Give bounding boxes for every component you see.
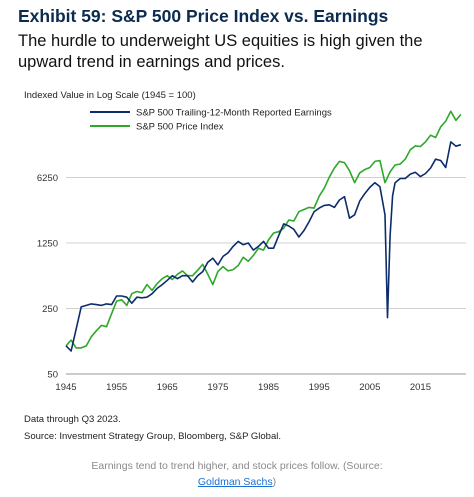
x-tick-label-2005: 2005 [359, 382, 380, 393]
y-tick-label-1250: 1250 [37, 239, 58, 250]
x-tick-label-1985: 1985 [258, 382, 279, 393]
legend-label-earnings: S&P 500 Trailing-12-Month Reported Earni… [136, 108, 332, 119]
y-axis-note: Indexed Value in Log Scale (1945 = 100) [24, 90, 196, 101]
x-tick-label-1995: 1995 [309, 382, 330, 393]
earnings-series-line [65, 141, 462, 352]
data-through-note: Data through Q3 2023. [24, 414, 121, 425]
legend: S&P 500 Trailing-12-Month Reported Earni… [90, 108, 332, 133]
y-tick-label-50: 50 [47, 370, 58, 381]
caption-text: Earnings tend to trend higher, and stock… [91, 460, 383, 472]
source-note: Source: Investment Strategy Group, Bloom… [24, 431, 281, 442]
axes: 50 250 1250 6250 1945 1955 1965 1975 1985 1995 200… [37, 173, 466, 393]
price-series-line [65, 110, 462, 349]
x-tick-label-1975: 1975 [207, 382, 228, 393]
x-tick-label-1965: 1965 [157, 382, 178, 393]
image-caption: Earnings tend to trend higher, and stock… [0, 458, 474, 490]
caption-suffix: ) [272, 476, 277, 488]
x-tick-label-1945: 1945 [55, 382, 76, 393]
x-tick-label-1955: 1955 [106, 382, 127, 393]
line-chart: 50 250 1250 6250 1945 1955 1965 1975 1985 1995 200… [37, 108, 466, 393]
y-tick-label-250: 250 [42, 304, 58, 315]
x-tick-label-2015: 2015 [410, 382, 431, 393]
exhibit-subtitle: The hurdle to underweight US equities is… [18, 32, 423, 71]
source-link[interactable]: Goldman Sachs [197, 476, 273, 488]
y-tick-label-6250: 6250 [37, 173, 58, 184]
legend-label-price: S&P 500 Price Index [136, 122, 224, 133]
gridlines [66, 177, 466, 310]
exhibit-title: Exhibit 59: S&P 500 Price Index vs. Earn… [18, 6, 389, 26]
series-lines [65, 110, 462, 352]
